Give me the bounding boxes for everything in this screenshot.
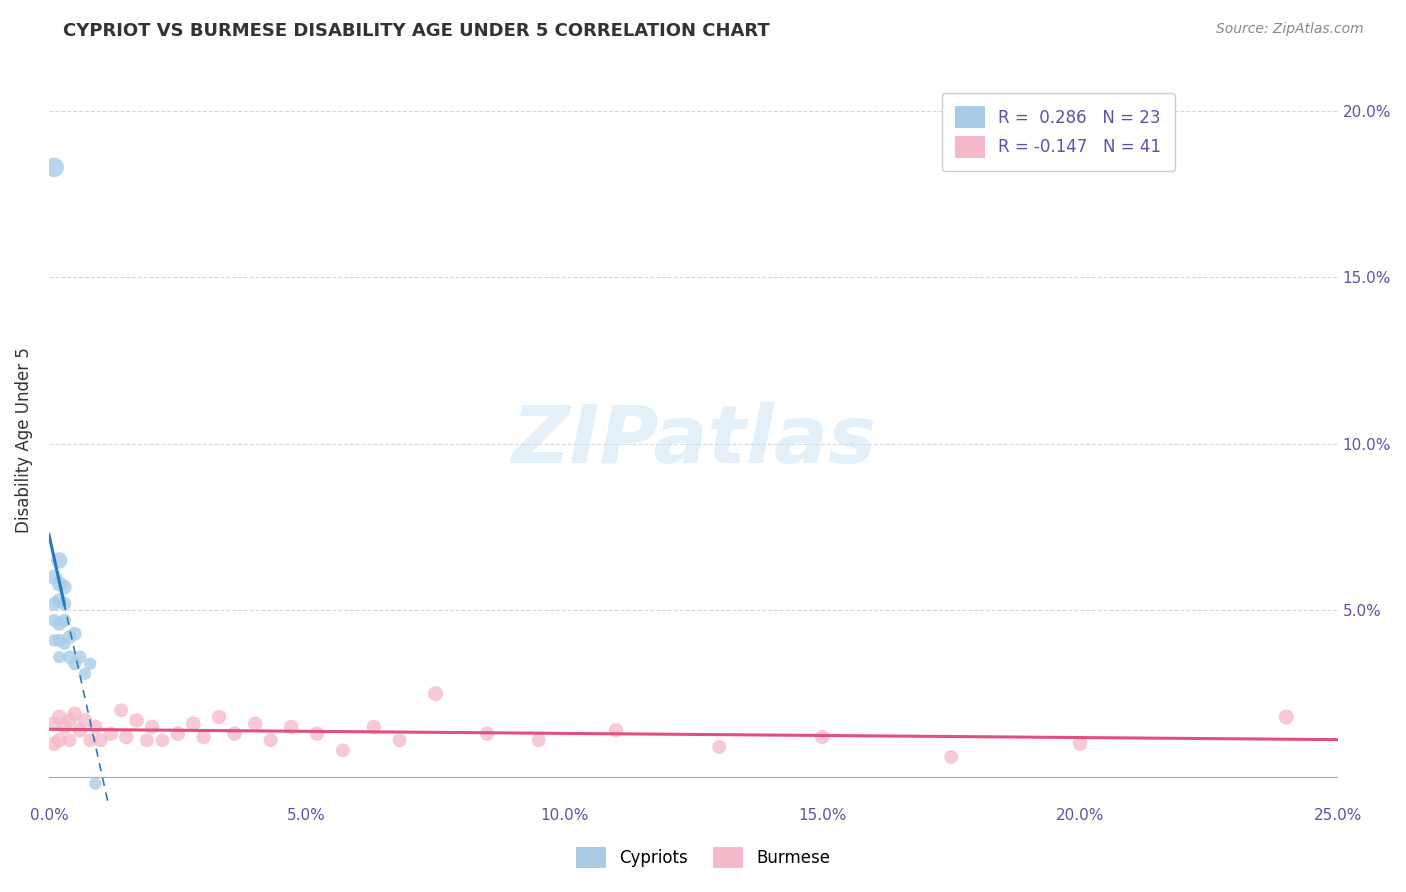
- Point: [53, 597, 76, 611]
- Point: [181, 716, 204, 731]
- Point: [73, 714, 96, 728]
- Point: [42, 716, 65, 731]
- Point: [48, 576, 70, 591]
- Y-axis label: Disability Age Under 5: Disability Age Under 5: [15, 348, 32, 533]
- Point: [208, 710, 231, 724]
- Point: [48, 593, 70, 607]
- Point: [707, 739, 730, 754]
- Text: Source: ZipAtlas.com: Source: ZipAtlas.com: [1216, 22, 1364, 37]
- Point: [259, 733, 281, 747]
- Point: [425, 687, 447, 701]
- Point: [363, 720, 385, 734]
- Point: [48, 553, 70, 567]
- Text: CYPRIOT VS BURMESE DISABILITY AGE UNDER 5 CORRELATION CHART: CYPRIOT VS BURMESE DISABILITY AGE UNDER …: [63, 22, 770, 40]
- Point: [280, 720, 302, 734]
- Text: ZIPatlas: ZIPatlas: [510, 401, 876, 480]
- Point: [48, 616, 70, 631]
- Point: [53, 580, 76, 594]
- Point: [42, 597, 65, 611]
- Point: [58, 733, 80, 747]
- Point: [73, 666, 96, 681]
- Point: [48, 633, 70, 648]
- Point: [69, 650, 91, 665]
- Point: [305, 726, 328, 740]
- Point: [110, 703, 132, 717]
- Point: [125, 714, 148, 728]
- Point: [42, 614, 65, 628]
- Point: [63, 626, 86, 640]
- Point: [53, 637, 76, 651]
- Point: [53, 614, 76, 628]
- Point: [42, 633, 65, 648]
- Point: [48, 650, 70, 665]
- Point: [58, 714, 80, 728]
- Point: [84, 720, 107, 734]
- Point: [939, 750, 962, 764]
- Point: [100, 726, 122, 740]
- Point: [1069, 737, 1091, 751]
- Point: [527, 733, 550, 747]
- Point: [332, 743, 354, 757]
- Point: [58, 650, 80, 665]
- Point: [224, 726, 246, 740]
- Point: [53, 720, 76, 734]
- Point: [58, 630, 80, 644]
- Point: [63, 657, 86, 671]
- Point: [605, 723, 627, 738]
- Point: [69, 723, 91, 738]
- Point: [135, 733, 157, 747]
- Point: [84, 777, 107, 791]
- Point: [42, 161, 65, 175]
- Point: [243, 716, 266, 731]
- Point: [79, 733, 101, 747]
- Point: [48, 733, 70, 747]
- Point: [48, 710, 70, 724]
- Point: [89, 733, 111, 747]
- Point: [811, 730, 834, 744]
- Point: [150, 733, 173, 747]
- Point: [42, 737, 65, 751]
- Point: [141, 720, 163, 734]
- Point: [1275, 710, 1298, 724]
- Point: [63, 706, 86, 721]
- Point: [388, 733, 411, 747]
- Point: [115, 730, 138, 744]
- Point: [166, 726, 188, 740]
- Point: [79, 657, 101, 671]
- Point: [475, 726, 498, 740]
- Point: [42, 570, 65, 584]
- Legend: R =  0.286   N = 23, R = -0.147   N = 41: R = 0.286 N = 23, R = -0.147 N = 41: [942, 93, 1175, 171]
- Legend: Cypriots, Burmese: Cypriots, Burmese: [569, 840, 837, 875]
- Point: [193, 730, 215, 744]
